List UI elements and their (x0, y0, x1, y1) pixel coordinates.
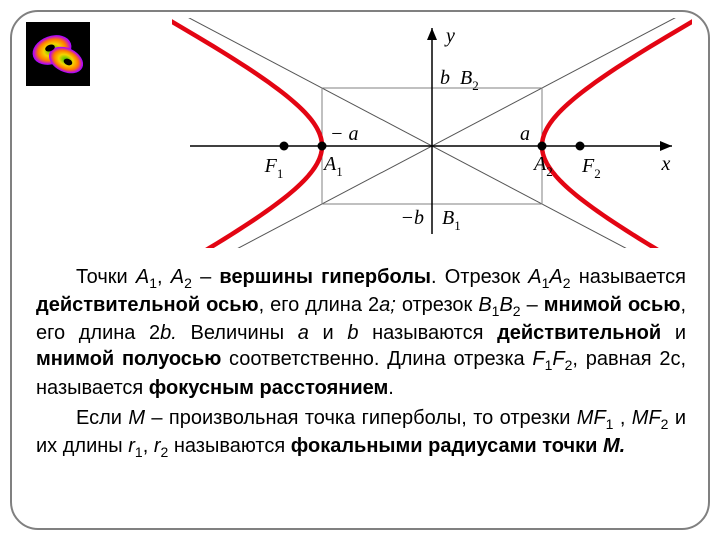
svg-text:B2: B2 (460, 67, 479, 93)
svg-text:a: a (520, 123, 530, 145)
svg-text:B1: B1 (442, 207, 461, 233)
slide-frame: xy− aab−bA1A2B1B2F1F2 Точки A1, A2 – вер… (10, 10, 710, 530)
svg-text:y: y (444, 25, 455, 47)
paragraph-1: Точки A1, A2 – вершины гиперболы. Отрезо… (36, 264, 686, 401)
logo-swirl-icon (28, 24, 88, 84)
svg-text:− a: − a (330, 123, 359, 145)
paragraph-2: Если M – произвольная точка гиперболы, т… (36, 405, 686, 461)
svg-text:F1: F1 (264, 155, 284, 181)
hyperbola-diagram: xy− aab−bA1A2B1B2F1F2 (172, 18, 692, 248)
svg-text:F2: F2 (581, 155, 601, 181)
svg-text:b: b (440, 67, 450, 89)
body-text: Точки A1, A2 – вершины гиперболы. Отрезо… (36, 264, 686, 465)
svg-text:x: x (661, 153, 671, 175)
svg-text:A1: A1 (322, 153, 343, 179)
svg-text:−b: −b (401, 207, 425, 229)
logo (26, 22, 90, 86)
